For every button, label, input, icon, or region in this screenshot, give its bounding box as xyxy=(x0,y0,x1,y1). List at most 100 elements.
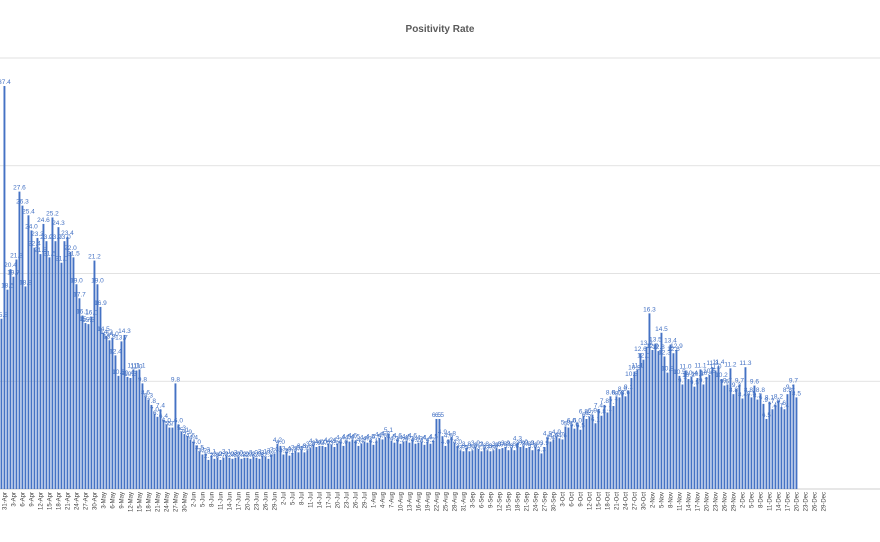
bar xyxy=(258,458,261,489)
bar xyxy=(297,452,300,489)
bar xyxy=(414,443,417,489)
bar xyxy=(699,369,702,489)
bar xyxy=(183,434,186,489)
bar xyxy=(780,407,783,489)
bar xyxy=(747,394,750,489)
bar xyxy=(345,440,348,489)
data-label: 4.5 xyxy=(429,434,438,441)
bar xyxy=(555,436,558,489)
x-tick-label: 15-Oct xyxy=(596,492,602,510)
data-label: 4.0 xyxy=(339,439,348,446)
data-label: 10.6 xyxy=(703,368,716,375)
bar xyxy=(567,427,570,489)
x-tick-label: 24-Oct xyxy=(623,492,629,510)
data-label: 3.6 xyxy=(468,443,477,450)
bar xyxy=(135,370,138,489)
data-label: 3.0 xyxy=(249,450,258,457)
bar xyxy=(750,397,753,489)
bar xyxy=(315,446,318,489)
data-label: 3.3 xyxy=(537,446,546,453)
data-label: 3.3 xyxy=(201,446,210,453)
bar xyxy=(42,223,45,489)
bar xyxy=(588,416,591,489)
data-label: 20.4 xyxy=(4,262,17,269)
data-label: 4.0 xyxy=(315,439,324,446)
data-label: 4.6 xyxy=(549,432,558,439)
bar xyxy=(546,437,549,489)
bar xyxy=(186,436,189,489)
x-tick-label: 6-Oct xyxy=(569,492,575,507)
data-label: 12.6 xyxy=(667,346,680,353)
bar xyxy=(690,376,693,489)
bar xyxy=(39,254,42,489)
bar xyxy=(450,437,453,489)
data-label: 14.2 xyxy=(100,329,113,336)
bar xyxy=(453,442,456,489)
data-label: 8.3 xyxy=(144,393,153,400)
bar xyxy=(735,388,738,489)
data-label: 12.4 xyxy=(109,348,122,355)
data-label: 3.5 xyxy=(477,444,486,451)
bar xyxy=(180,431,183,489)
x-tick-label: 29-Dec xyxy=(821,492,827,511)
data-label: 11.1 xyxy=(127,362,140,369)
data-label: 4.8 xyxy=(543,430,552,437)
data-label: 10.3 xyxy=(625,371,638,378)
data-label: 11.1 xyxy=(631,362,644,369)
data-label: 4.5 xyxy=(366,434,375,441)
data-label: 2.9 xyxy=(252,451,261,458)
bar xyxy=(540,453,543,489)
bar xyxy=(651,350,654,489)
bar xyxy=(627,390,630,489)
data-label: 11.0 xyxy=(679,363,692,370)
data-label: 14.3 xyxy=(118,328,131,335)
bar xyxy=(573,428,576,489)
data-label: 4.5 xyxy=(351,434,360,441)
data-label: 2.8 xyxy=(228,452,237,459)
bar xyxy=(594,423,597,489)
bar xyxy=(15,259,18,489)
bar xyxy=(675,350,678,489)
bar xyxy=(306,450,309,489)
data-label: 3.3 xyxy=(270,446,279,453)
data-label: 3.8 xyxy=(498,441,507,448)
data-label: 4.2 xyxy=(333,437,342,444)
x-tick-label: 3-May xyxy=(101,492,107,509)
data-label: 3.0 xyxy=(261,450,270,457)
bar xyxy=(267,458,270,489)
bar xyxy=(552,439,555,489)
data-label: 12.9 xyxy=(646,343,659,350)
data-label: 24.6 xyxy=(37,217,50,224)
bar xyxy=(630,378,633,489)
data-label: 4.3 xyxy=(513,436,522,443)
bar xyxy=(537,449,540,489)
data-label: 6.0 xyxy=(174,417,183,424)
x-tick-label: 18-May xyxy=(146,492,152,512)
bar xyxy=(393,442,396,489)
data-label: 19.7 xyxy=(7,270,20,277)
x-tick-label: 1-Aug xyxy=(371,492,377,508)
data-label: 4.2 xyxy=(426,437,435,444)
bar xyxy=(495,448,498,489)
bar xyxy=(285,452,288,489)
data-label: 6.5 xyxy=(432,412,441,419)
data-label: 3.2 xyxy=(267,448,276,455)
x-tick-label: 12-Apr xyxy=(38,492,44,510)
data-label: 3.9 xyxy=(531,440,540,447)
x-tick-label: 9-Oct xyxy=(578,492,584,507)
data-label: 4.6 xyxy=(348,432,357,439)
data-label: 15.4 xyxy=(79,316,92,323)
data-label: 4.3 xyxy=(414,436,423,443)
x-tick-label: 27-Apr xyxy=(83,492,89,510)
bar xyxy=(783,409,786,489)
bar xyxy=(669,344,672,489)
data-label: 10.3 xyxy=(124,371,137,378)
bar xyxy=(132,369,135,489)
data-label: 3.1 xyxy=(258,449,267,456)
data-label: 13.2 xyxy=(640,340,653,347)
data-label: 26.3 xyxy=(16,199,29,206)
bar xyxy=(177,424,180,489)
bar xyxy=(513,450,516,489)
data-label: 2.7 xyxy=(216,453,225,460)
